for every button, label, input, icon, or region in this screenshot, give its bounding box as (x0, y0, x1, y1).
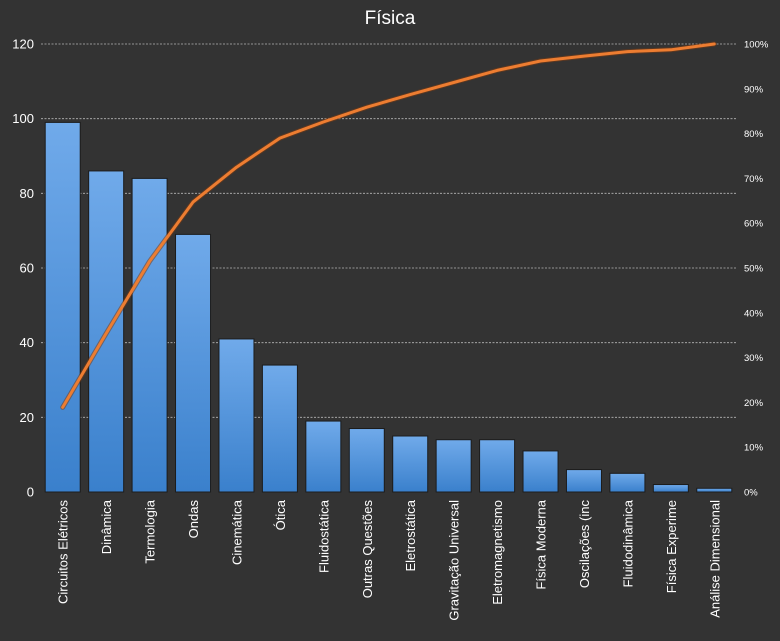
y-tick-label: 40 (20, 335, 34, 350)
y2-tick-label: 10% (744, 443, 764, 454)
bar (348, 428, 385, 493)
chart-title: Física (364, 8, 416, 29)
bar (392, 435, 429, 493)
y2-tick-label: 20% (744, 398, 764, 409)
bar (565, 469, 602, 493)
x-tick-label: Cinemática (229, 499, 244, 565)
cumulative-line (60, 41, 717, 410)
bar (131, 177, 168, 493)
y-tick-label: 80 (20, 186, 34, 201)
y2-tick-label: 80% (744, 129, 764, 140)
bar (652, 484, 689, 493)
bar (479, 439, 516, 493)
y2-tick-label: 40% (744, 308, 764, 319)
x-tick-label: Eletrostática (403, 499, 418, 571)
y-tick-label: 120 (12, 37, 34, 52)
y-tick-label: 100 (12, 111, 34, 126)
y2-tick-label: 0% (744, 488, 758, 499)
x-tick-label: Fluidostática (316, 499, 331, 573)
y2-tick-label: 50% (744, 264, 764, 275)
y2-tick-label: 60% (744, 219, 764, 230)
bar (261, 364, 298, 493)
x-tick-label: Gravitação Universal (447, 500, 462, 621)
y-tick-label: 20 (20, 410, 34, 425)
y2-tick-label: 90% (744, 84, 764, 95)
y-tick-label: 0 (27, 485, 34, 500)
x-tick-label: Fluidodinâmica (620, 499, 635, 587)
x-axis-labels: Circuitos Elétricos Dinâmica Termologia Ond… (56, 499, 723, 620)
bar (609, 472, 646, 493)
x-tick-label: Dinâmica (99, 499, 114, 554)
x-tick-label: Termologia (143, 499, 158, 563)
cumulative-line-path (61, 42, 716, 409)
x-tick-label: Ondas (186, 500, 201, 539)
bar (696, 487, 733, 493)
bar (218, 338, 255, 493)
y2-tick-label: 30% (744, 353, 764, 364)
y-tick-label: 60 (20, 261, 34, 276)
bar (44, 121, 81, 493)
bar (435, 439, 472, 493)
y2-tick-label: 70% (744, 174, 764, 185)
x-tick-label: Física Experime (664, 500, 679, 593)
x-tick-label: Outras Questões (360, 500, 375, 599)
x-tick-label: Circuitos Elétricos (56, 500, 71, 605)
bars (44, 121, 733, 493)
x-tick-label: Análise Dimensional (707, 500, 722, 618)
x-tick-label: Física Moderna (534, 499, 549, 589)
bar (305, 420, 342, 493)
y-axis-left-ticks: 0 20 40 60 80 100 120 (12, 37, 34, 500)
x-tick-label: Oscilações (inc (577, 500, 592, 589)
bar (522, 450, 559, 493)
x-tick-label: Ótica (273, 499, 288, 530)
gridlines (41, 43, 736, 418)
y-axis-right-ticks: 0% 10% 20% 30% 40% 50% 60% 70% 80% 90% 100% (744, 40, 769, 499)
bar (175, 233, 212, 493)
x-tick-label: Eletromagnetismo (490, 500, 505, 605)
y2-tick-label: 100% (744, 40, 769, 51)
